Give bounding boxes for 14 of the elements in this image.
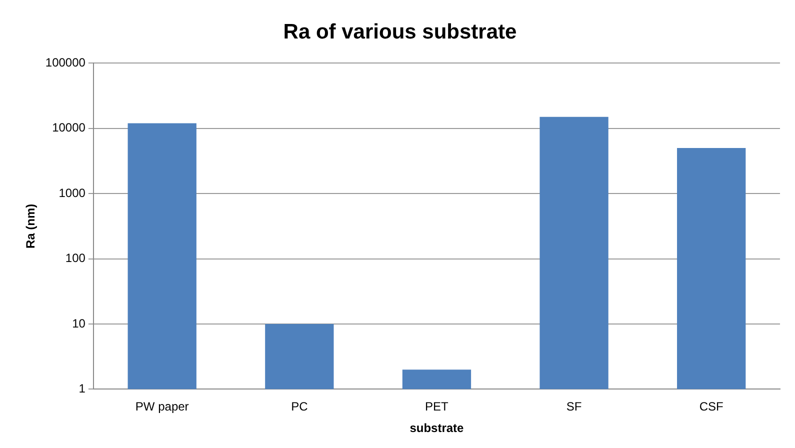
x-tick-label: CSF (699, 400, 724, 414)
y-axis-title: Ra (nm) (24, 204, 38, 249)
y-tick-label: 100000 (45, 56, 86, 70)
x-tick-label: PW paper (135, 400, 189, 414)
y-tick-label: 1 (78, 382, 86, 396)
x-axis-title: substrate (410, 421, 464, 436)
y-tick-label: 10 (72, 316, 86, 330)
chart-title: Ra of various substrate (283, 20, 517, 44)
y-tick-label: 10000 (52, 120, 86, 135)
y-tick-label: 1000 (58, 186, 86, 200)
x-tick-label: PC (291, 400, 308, 414)
x-tick-label: SF (566, 400, 582, 414)
y-tick-label: 100 (65, 251, 86, 266)
x-tick-label: PET (425, 400, 450, 414)
